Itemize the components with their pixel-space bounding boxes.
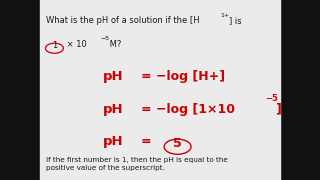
Bar — [40, 0, 280, 180]
Text: ] is: ] is — [229, 16, 241, 25]
Text: 1+: 1+ — [221, 13, 230, 18]
Text: 1: 1 — [52, 41, 57, 50]
Text: ]: ] — [275, 103, 281, 116]
Text: 5: 5 — [173, 137, 182, 150]
Text: × 10: × 10 — [64, 40, 87, 49]
Text: −5: −5 — [266, 94, 278, 103]
Text: −5: −5 — [101, 36, 110, 41]
Text: = −log [H+]: = −log [H+] — [141, 70, 225, 83]
Text: If the first number is 1, then the pH is equal to the
positive value of the supe: If the first number is 1, then the pH is… — [46, 157, 228, 171]
Text: M?: M? — [107, 40, 122, 49]
Text: What is the pH of a solution if the [H: What is the pH of a solution if the [H — [46, 16, 200, 25]
Text: =: = — [141, 135, 156, 148]
Text: = −log [1×10: = −log [1×10 — [141, 103, 235, 116]
Text: pH: pH — [102, 70, 123, 83]
Text: pH: pH — [102, 135, 123, 148]
Text: pH: pH — [102, 103, 123, 116]
